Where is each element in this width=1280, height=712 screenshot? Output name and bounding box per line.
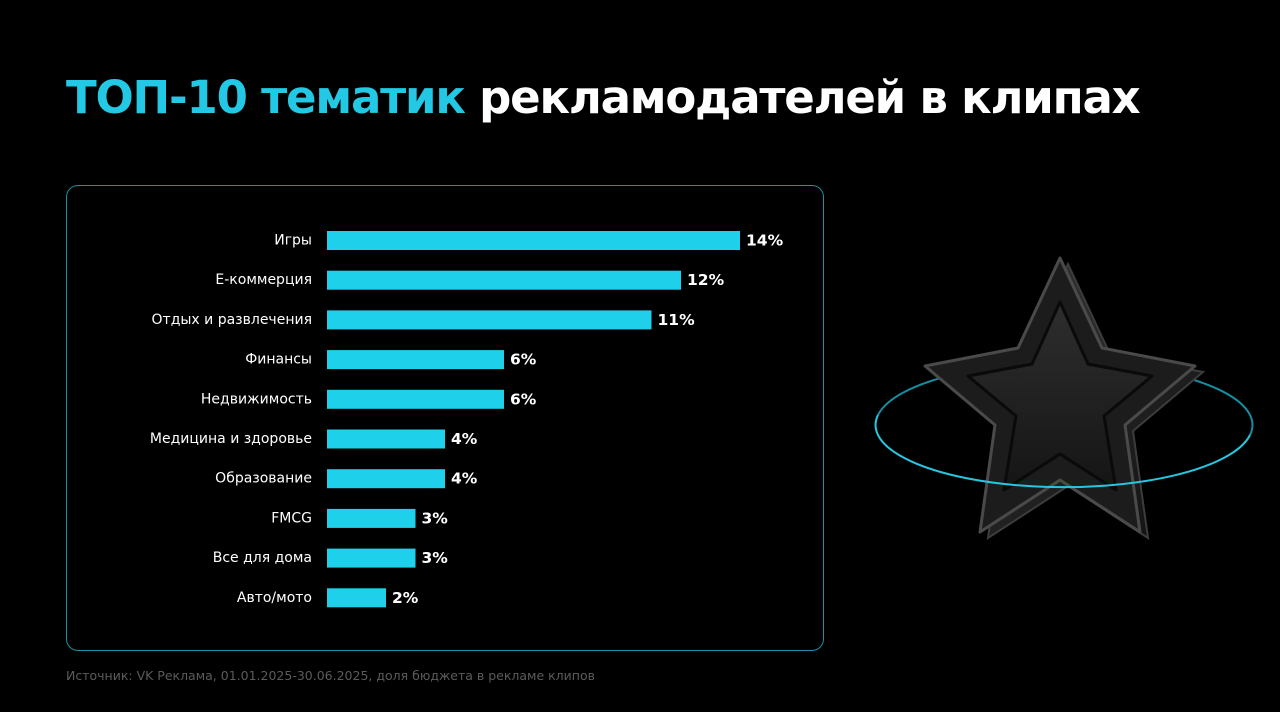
value-label: 2%	[392, 589, 419, 607]
value-label: 11%	[658, 311, 696, 329]
bar	[327, 231, 740, 250]
title-accent: ТОП-10 тематик	[66, 71, 466, 124]
value-label: 4%	[451, 470, 478, 488]
value-label: 3%	[422, 549, 449, 567]
value-label: 12%	[687, 271, 725, 289]
chart-panel: Игры 14% E-коммерция 12% Отдых и развлечения…	[66, 185, 824, 651]
bar	[327, 270, 681, 290]
bar	[327, 389, 504, 409]
category-label: FMCG	[271, 510, 312, 526]
bar	[327, 508, 416, 528]
category-label: Финансы	[245, 352, 312, 368]
category-label: Образование	[215, 471, 312, 487]
bar	[327, 588, 386, 608]
category-label: Недвижимость	[201, 391, 312, 407]
category-label: Игры	[274, 233, 312, 249]
bar	[327, 429, 445, 449]
category-label: E-коммерция	[215, 272, 312, 288]
bar	[327, 350, 504, 370]
orbit-ring-front	[874, 414, 1251, 489]
value-label: 4%	[451, 430, 478, 448]
category-label: Все для дома	[213, 550, 312, 566]
value-label: 3%	[422, 509, 449, 527]
category-label: Медицина и здоровье	[150, 431, 312, 447]
source-note: Источник: VK Реклама, 01.01.2025-30.06.2…	[66, 668, 595, 683]
title-main: рекламодателей в клипах	[479, 71, 1141, 124]
value-label: 6%	[510, 351, 537, 369]
bar	[327, 548, 416, 568]
star-icon	[874, 256, 1254, 541]
bar	[327, 469, 445, 489]
category-label: Отдых и развлечения	[152, 312, 312, 328]
page-title: ТОП-10 тематик рекламодателей в клипах	[66, 68, 1141, 128]
bar-chart: Игры 14% E-коммерция 12% Отдых и развлечения…	[150, 231, 784, 608]
value-label: 6%	[510, 390, 537, 408]
bar	[327, 310, 652, 330]
category-label: Авто/мото	[237, 590, 312, 606]
value-label: 14%	[746, 232, 784, 250]
